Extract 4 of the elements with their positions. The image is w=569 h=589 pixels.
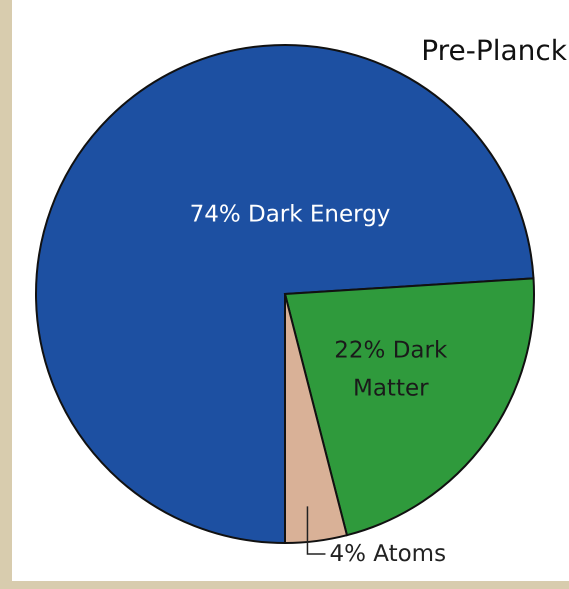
slice-label: 4% Atoms [329,541,446,567]
slice-label: 22% Dark Matter [334,337,448,402]
slice-label: 74% Dark Energy [190,201,390,228]
chart-title: Pre-Planck [421,34,567,67]
